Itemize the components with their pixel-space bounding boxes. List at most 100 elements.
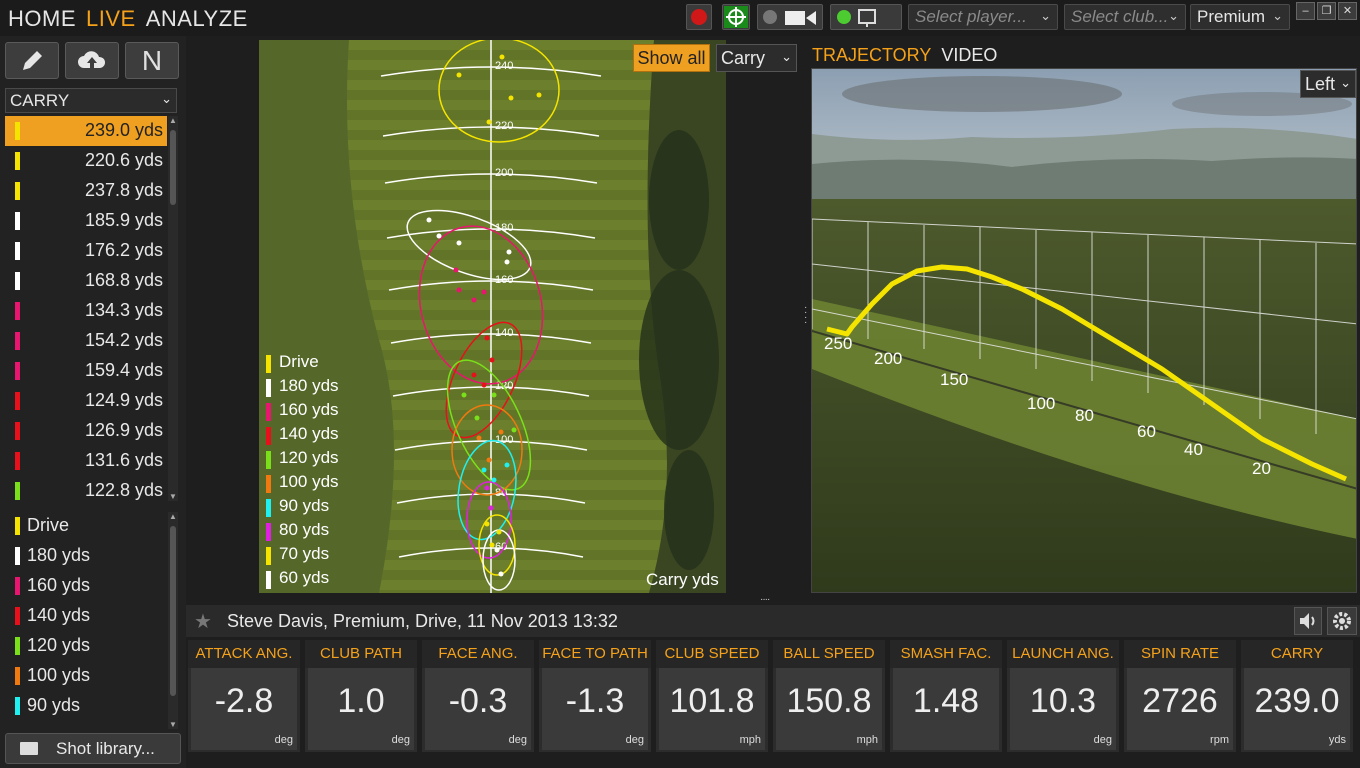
shot-row[interactable]: 168.8 yds xyxy=(5,266,167,296)
shot-carry-value: 239.0 yds xyxy=(84,120,163,140)
player-select[interactable]: Select player... ⌄ xyxy=(908,4,1058,30)
shot-list-scrollbar[interactable]: ▲ ▼ xyxy=(168,116,178,501)
camera-side-select[interactable]: Left ⌄ xyxy=(1300,70,1356,98)
nav-analyze[interactable]: ANALYZE xyxy=(145,6,248,31)
metric-tile[interactable]: BALL SPEED 150.8 mph xyxy=(773,640,885,752)
map-legend-label: 70 yds xyxy=(279,544,330,563)
audio-button[interactable] xyxy=(1294,607,1322,635)
favorite-star-icon[interactable]: ★ xyxy=(194,611,212,633)
target-button[interactable] xyxy=(722,4,750,30)
scrollbar-thumb[interactable] xyxy=(170,130,176,205)
club-legend-item[interactable]: Drive xyxy=(5,511,167,541)
map-legend-item: 140 yds xyxy=(266,424,339,448)
metric-tile[interactable]: CARRY 239.0 yds xyxy=(1241,640,1353,752)
map-legend-item: 100 yds xyxy=(266,472,339,496)
metric-tile[interactable]: SMASH FAC. 1.48 xyxy=(890,640,1002,752)
metric-label: FACE ANG. xyxy=(422,640,534,668)
vertical-splitter-handle[interactable]: · · · · xyxy=(804,302,808,328)
scroll-down-icon[interactable]: ▼ xyxy=(169,492,177,501)
scroll-up-icon[interactable]: ▲ xyxy=(169,116,177,125)
shot-library-button[interactable]: Shot library... xyxy=(5,733,181,764)
metric-label: SMASH FAC. xyxy=(890,640,1002,668)
shot-row[interactable]: 239.0 yds xyxy=(5,116,167,146)
trajectory-3d-view[interactable]: 250 200 150 100 80 60 40 20 xyxy=(811,68,1357,593)
record-button[interactable] xyxy=(686,4,712,30)
shot-carry-value: 134.3 yds xyxy=(84,300,163,320)
tab-video[interactable]: VIDEO xyxy=(941,45,998,65)
metric-tile[interactable]: SPIN RATE 2726 rpm xyxy=(1124,640,1236,752)
club-legend-item[interactable]: 140 yds xyxy=(5,601,167,631)
club-legend-item[interactable]: 160 yds xyxy=(5,571,167,601)
metric-unit: deg xyxy=(1093,734,1112,746)
settings-button[interactable] xyxy=(1327,607,1357,635)
club-select[interactable]: Select club... ⌄ xyxy=(1064,4,1186,30)
metric-unit: deg xyxy=(391,734,410,746)
horizontal-splitter-handle[interactable]: ···· xyxy=(760,594,770,605)
dispersion-map[interactable]: 240 220 200 180 160 140 120 100 80 60 xyxy=(259,40,726,593)
chevron-down-icon: ⌄ xyxy=(1272,8,1283,23)
club-color-swatch xyxy=(15,332,20,350)
top-bar: HOME LIVE ANALYZE Select player... ⌄ Select… xyxy=(0,0,1360,36)
minimize-button[interactable]: – xyxy=(1296,2,1315,20)
metric-tile[interactable]: FACE TO PATH -1.3 deg xyxy=(539,640,651,752)
metric-tile[interactable]: LAUNCH ANG. 10.3 deg xyxy=(1007,640,1119,752)
camera-toggle[interactable] xyxy=(757,4,823,30)
club-color-swatch xyxy=(15,242,20,260)
distance-arc xyxy=(382,126,600,137)
north-button[interactable]: N xyxy=(125,42,179,79)
legend-scrollbar[interactable]: ▲ ▼ xyxy=(168,512,178,729)
distance-arc xyxy=(392,386,590,397)
metric-tile[interactable]: FACE ANG. -0.3 deg xyxy=(422,640,534,752)
scrollbar-thumb[interactable] xyxy=(170,526,176,696)
shot-row[interactable]: 185.9 yds xyxy=(5,206,167,236)
show-all-button[interactable]: Show all xyxy=(633,44,710,72)
upload-button[interactable] xyxy=(65,42,119,79)
club-legend-item[interactable]: 120 yds xyxy=(5,631,167,661)
chevron-down-icon: ⌄ xyxy=(1340,75,1351,90)
club-color-swatch xyxy=(15,517,20,535)
shot-row[interactable]: 124.9 yds xyxy=(5,386,167,416)
club-color-swatch xyxy=(15,392,20,410)
nav-live[interactable]: LIVE xyxy=(86,6,136,31)
scroll-down-icon[interactable]: ▼ xyxy=(169,720,177,729)
shot-info-text: Steve Davis, Premium, Drive, 11 Nov 2013… xyxy=(227,611,618,631)
shot-row[interactable]: 220.6 yds xyxy=(5,146,167,176)
metric-label: LAUNCH ANG. xyxy=(1007,640,1119,668)
restore-button[interactable]: ❐ xyxy=(1317,2,1336,20)
metric-select[interactable]: CARRY ⌄ xyxy=(5,88,177,113)
close-button[interactable]: ✕ xyxy=(1338,2,1357,20)
scroll-up-icon[interactable]: ▲ xyxy=(169,512,177,521)
distance-arc xyxy=(398,547,584,558)
tab-trajectory[interactable]: TRAJECTORY xyxy=(812,45,932,65)
club-legend-item[interactable]: 90 yds xyxy=(5,691,167,721)
metric-tile[interactable]: CLUB PATH 1.0 deg xyxy=(305,640,417,752)
map-legend-item: 160 yds xyxy=(266,400,339,424)
ball-type-select[interactable]: Premium ⌄ xyxy=(1190,4,1290,30)
shot-row[interactable]: 134.3 yds xyxy=(5,296,167,326)
map-metric-select[interactable]: Carry ⌄ xyxy=(716,44,797,72)
club-color-swatch xyxy=(15,577,20,595)
trajectory-distance-label: 60 xyxy=(1137,422,1156,441)
metrics-panel: ATTACK ANG. -2.8 deg CLUB PATH 1.0 deg FACE AN… xyxy=(186,640,1360,754)
club-legend-item[interactable]: 100 yds xyxy=(5,661,167,691)
metric-unit: deg xyxy=(274,734,293,746)
shot-row[interactable]: 131.6 yds xyxy=(5,446,167,476)
club-legend-item[interactable]: 180 yds xyxy=(5,541,167,571)
map-metric-value: Carry xyxy=(721,48,765,68)
edit-button[interactable] xyxy=(5,42,59,79)
radar-toggle[interactable] xyxy=(830,4,902,30)
metric-body: -2.8 deg xyxy=(191,668,297,750)
nav-home[interactable]: HOME xyxy=(8,6,76,31)
shot-row[interactable]: 122.8 yds xyxy=(5,476,167,506)
shot-row[interactable]: 154.2 yds xyxy=(5,326,167,356)
shot-row[interactable]: 159.4 yds xyxy=(5,356,167,386)
shot-row[interactable]: 176.2 yds xyxy=(5,236,167,266)
distance-arc xyxy=(388,280,594,291)
metric-tile[interactable]: CLUB SPEED 101.8 mph xyxy=(656,640,768,752)
map-legend-label: 60 yds xyxy=(279,568,330,587)
metric-tile[interactable]: ATTACK ANG. -2.8 deg xyxy=(188,640,300,752)
radar-device-icon xyxy=(858,9,876,27)
shot-row[interactable]: 126.9 yds xyxy=(5,416,167,446)
metric-unit: mph xyxy=(739,734,761,746)
shot-row[interactable]: 237.8 yds xyxy=(5,176,167,206)
